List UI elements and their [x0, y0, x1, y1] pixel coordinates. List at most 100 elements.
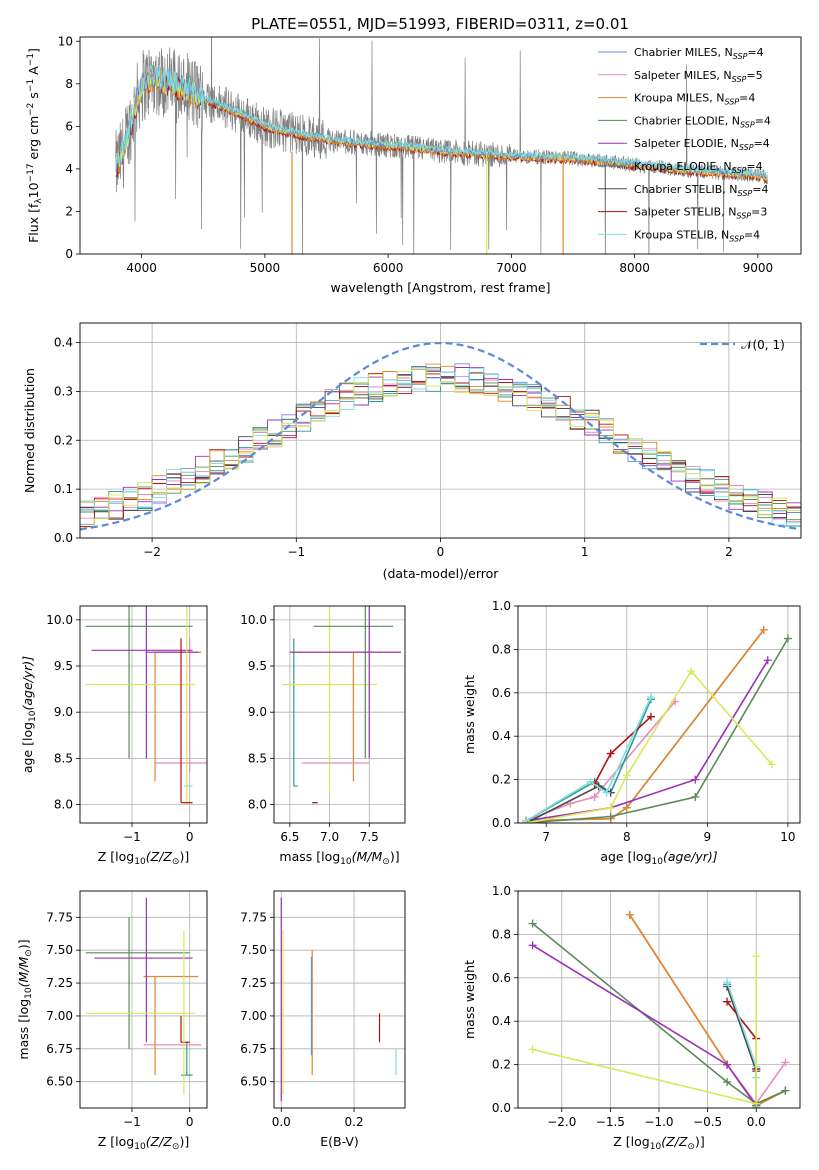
legend-sub: SSP: [736, 212, 751, 221]
y-label-part: s: [26, 92, 41, 103]
y-label-sup: −2: [26, 103, 36, 116]
weight-line: [726, 984, 757, 1106]
observed-spectrum: [115, 37, 768, 254]
y-tick-label: 9.0: [248, 705, 267, 719]
x-label-sun: ⊙: [687, 1142, 695, 1152]
weight-marker: [687, 667, 696, 676]
x-label-main: age [log: [600, 849, 651, 864]
y-label-sub: 10: [28, 710, 38, 722]
axes-frame: [79, 605, 208, 824]
y-tick-label: 10.0: [46, 613, 73, 627]
normal-distribution-curve: [80, 342, 799, 531]
weight-series: [522, 625, 768, 823]
weight-marker: [723, 997, 732, 1006]
y-tick-label: 6.50: [240, 1075, 267, 1089]
plot-area: [85, 897, 202, 1095]
y-tick-label: 0.2: [492, 1058, 511, 1072]
x-tick-label: 8000: [619, 261, 650, 275]
legend-sub: SSP: [732, 166, 747, 175]
weight-marker: [522, 819, 531, 823]
x-tick-label: 5000: [250, 261, 281, 275]
weight-marker: [781, 1058, 790, 1067]
x-label-tail: (Z/Z: [146, 1134, 173, 1149]
y-tick-label: 7.50: [46, 943, 73, 957]
legend-sub: SSP: [739, 143, 754, 152]
x-axis-label: E(B-V): [320, 1134, 359, 1149]
grid-lines: [80, 891, 207, 1108]
legend-entry: Kroupa ELODIE, NSSP=4: [634, 160, 763, 175]
y-tick-label: 2: [65, 204, 73, 218]
y-tick-label: 8.5: [248, 751, 267, 765]
weight-series: [522, 695, 655, 823]
y-tick-label: 9.5: [248, 659, 267, 673]
legend-name: Chabrier ELODIE, N: [634, 114, 740, 127]
y-label-sub: λ: [34, 198, 44, 204]
y-tick-label: 9.0: [54, 705, 73, 719]
data-point: [154, 651, 202, 782]
x-label-sub: 10: [340, 857, 352, 867]
x-axis-label: Z [log10(Z/Z⊙)]: [98, 1134, 189, 1152]
legend-sub: SSP: [740, 120, 755, 129]
x-tick-label: 6000: [373, 261, 404, 275]
x-label-sub: 10: [650, 1142, 662, 1152]
x-tick-label: 9000: [743, 261, 774, 275]
x-tick-label: 7: [542, 830, 550, 844]
y-tick-label: 0.8: [492, 642, 511, 656]
x-axis-label: wavelength [Angstrom, rest frame]: [330, 280, 550, 295]
x-tick-label: −1.5: [596, 1115, 625, 1129]
y-tick-label: 10: [58, 34, 73, 48]
x-label-sub: 10: [134, 857, 146, 867]
y-label-tail: (M/M: [16, 957, 31, 988]
legend-sub: SSP: [732, 75, 747, 84]
axes-frame: [517, 605, 801, 824]
legend-sub: SSP: [729, 234, 744, 243]
y-axis-label: age [log10(age/yr)]: [20, 656, 38, 773]
x-tick-label: 4000: [126, 261, 157, 275]
x-axis-label: Z [log10(Z/Z⊙)]: [613, 1134, 704, 1152]
x-label-tail: (Z/Z: [661, 1134, 688, 1149]
x-label-tail: (M/M: [352, 849, 383, 864]
data-point: [143, 975, 199, 1076]
y-tick-label: 6.75: [46, 1042, 73, 1056]
weight-marker: [767, 760, 776, 769]
y-label-sun: ⊙: [24, 949, 34, 957]
legend-tail: =4: [747, 46, 763, 59]
x-tick-label: 2: [725, 545, 733, 559]
weight-line: [532, 922, 786, 1105]
weight-marker: [606, 749, 615, 758]
data-point: [289, 606, 402, 759]
weight-series: [522, 634, 792, 823]
x-label-sub: 10: [134, 1142, 146, 1152]
weight-series: [590, 712, 655, 788]
y-tick-label: 0.1: [54, 482, 73, 496]
y-label-main: mass [log: [16, 999, 31, 1060]
x-label-sun: ⊙: [382, 857, 390, 867]
weight-series: [723, 980, 761, 1108]
x-axis-label: mass [log10(M/M⊙)]: [279, 849, 399, 867]
x-axis-label: Z [log10(Z/Z⊙)]: [98, 849, 189, 867]
weight-line: [525, 700, 676, 822]
axes-frame: [273, 605, 406, 824]
legend-name: Chabrier MILES, N: [634, 46, 733, 59]
figure-title: PLATE=0551, MJD=51993, FIBERID=0311, z=0…: [251, 15, 629, 33]
plot-area: [280, 897, 397, 1102]
x-label-sub: 10: [652, 857, 664, 867]
data-point: [181, 1042, 193, 1076]
axes-frame: [273, 890, 406, 1109]
axes-frame: [79, 322, 802, 539]
data-point: [180, 1015, 190, 1043]
y-tick-label: 9.5: [54, 659, 73, 673]
legend-entry: Salpeter ELODIE, NSSP=4: [634, 137, 770, 152]
y-axis-label: mass weight: [462, 960, 477, 1039]
data-point: [94, 897, 193, 1043]
x-tick-label: −0.5: [693, 1115, 722, 1129]
panels: 4000 5000 6000 7000 8000 90000246810wavelengt…: [16, 34, 802, 1152]
legend-tail: =3: [751, 206, 767, 219]
legend-entry: Chabrier STELIB, NSSP=4: [634, 183, 768, 198]
x-tick-label: −2.0: [547, 1115, 576, 1129]
data-point: [85, 930, 196, 1095]
y-tick-label: 7.75: [240, 910, 267, 924]
x-tick-label: −1: [123, 830, 141, 844]
